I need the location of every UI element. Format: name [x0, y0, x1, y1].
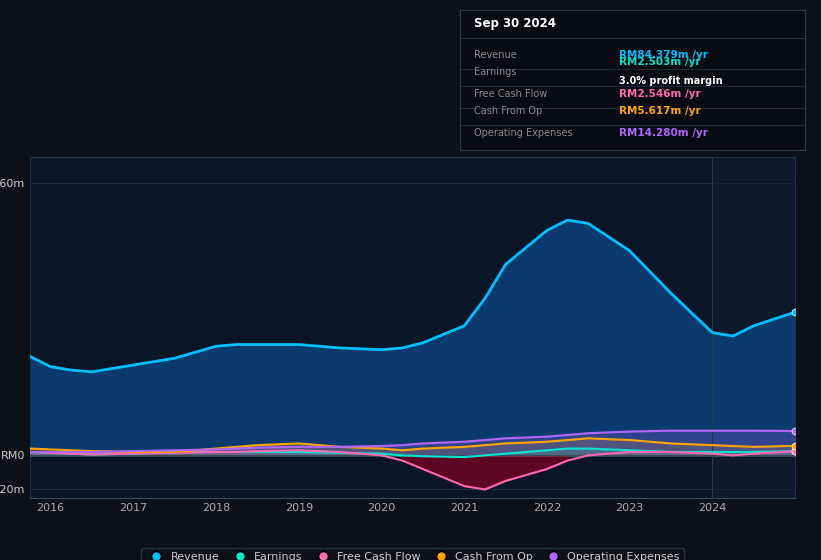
Text: RM84.379m /yr: RM84.379m /yr: [619, 50, 708, 60]
Text: RM14.280m /yr: RM14.280m /yr: [619, 128, 708, 138]
Bar: [713, 157, 795, 498]
Text: 3.0% profit margin: 3.0% profit margin: [619, 76, 722, 86]
Text: RM2.503m /yr: RM2.503m /yr: [619, 57, 700, 67]
Text: Revenue: Revenue: [474, 50, 516, 60]
Text: Cash From Op: Cash From Op: [474, 106, 542, 116]
Text: Free Cash Flow: Free Cash Flow: [474, 89, 547, 99]
Text: Sep 30 2024: Sep 30 2024: [474, 17, 556, 30]
Text: Operating Expenses: Operating Expenses: [474, 128, 572, 138]
Text: RM2.546m /yr: RM2.546m /yr: [619, 89, 700, 99]
Legend: Revenue, Earnings, Free Cash Flow, Cash From Op, Operating Expenses: Revenue, Earnings, Free Cash Flow, Cash …: [141, 548, 684, 560]
Text: RM5.617m /yr: RM5.617m /yr: [619, 106, 700, 116]
Text: Earnings: Earnings: [474, 67, 516, 77]
